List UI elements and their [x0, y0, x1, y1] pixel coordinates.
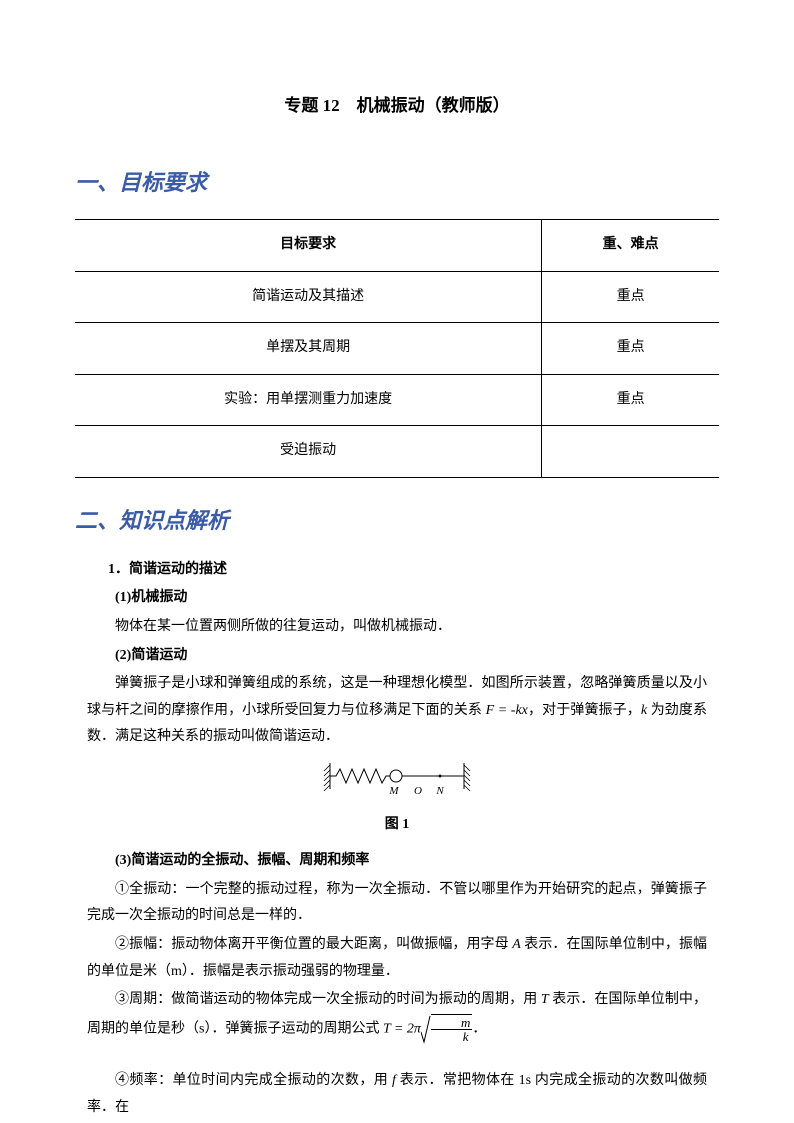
- cell-difficulty: 重点: [542, 323, 719, 375]
- var-a: A: [512, 937, 521, 952]
- cell-objective: 单摆及其周期: [75, 323, 542, 375]
- header-difficulty: 重、难点: [542, 220, 719, 272]
- p3-text-c: ．: [472, 1021, 486, 1036]
- var-t: T: [541, 992, 549, 1007]
- frac-den: k: [433, 1030, 471, 1044]
- cell-difficulty: 重点: [542, 271, 719, 323]
- item1-title: 1．简谐运动的描述: [87, 557, 707, 584]
- section1-heading: 一、目标要求: [75, 162, 719, 204]
- cell-objective: 受迫振动: [75, 426, 542, 478]
- spacer: [87, 1046, 707, 1068]
- label-m: M: [388, 785, 399, 795]
- label-o: O: [414, 785, 422, 795]
- para-period: ③周期：做简谐运动的物体完成一次全振动的时间为振动的周期，用 T 表示．在国际单…: [87, 987, 707, 1044]
- section2-heading: 二、知识点解析: [75, 500, 719, 542]
- figure-1: M O N: [87, 761, 707, 806]
- cell-difficulty: [542, 426, 719, 478]
- sub3-title: (3)简谐运动的全振动、振幅、周期和频率: [87, 848, 707, 875]
- sub2-title: (2)简谐运动: [87, 643, 707, 670]
- cell-objective: 简谐运动及其描述: [75, 271, 542, 323]
- objectives-table: 目标要求 重、难点 简谐运动及其描述 重点 单摆及其周期 重点 实验：用单摆测重…: [75, 219, 719, 478]
- p3-text-a: ③周期：做简谐运动的物体完成一次全振动的时间为振动的周期，用: [115, 992, 541, 1007]
- sub1-title: (1)机械振动: [87, 585, 707, 612]
- p2-text-a: ②振幅：振动物体离开平衡位置的最大距离，叫做振幅，用字母: [115, 937, 512, 952]
- p4-text-a: ④频率：单位时间内完成全振动的次数，用: [115, 1073, 392, 1088]
- table-row: 实验：用单摆测重力加速度 重点: [75, 374, 719, 426]
- formula-period-sqrt: m k: [421, 1014, 472, 1044]
- header-objective: 目标要求: [75, 220, 542, 272]
- spring-oscillator-icon: M O N: [322, 761, 472, 795]
- para-frequency: ④频率：单位时间内完成全振动的次数，用 f 表示．常把物体在 1s 内完成全振动…: [87, 1068, 707, 1121]
- fraction-m-over-k: m k: [431, 1014, 472, 1044]
- sqrt-icon: [421, 1014, 431, 1044]
- frac-num: m: [431, 1016, 472, 1031]
- document-title: 专题 12 机械振动（教师版）: [75, 90, 719, 122]
- sub2-text-b: ，对于弹簧振子，: [528, 703, 641, 718]
- sub2-body: 弹簧振子是小球和弹簧组成的系统，这是一种理想化模型．如图所示装置，忽略弹簧质量以…: [87, 671, 707, 751]
- formula-f-kx: F = -kx: [486, 703, 528, 718]
- label-n: N: [435, 785, 444, 795]
- sub1-body: 物体在某一位置两侧所做的往复运动，叫做机械振动．: [87, 614, 707, 641]
- table-row: 简谐运动及其描述 重点: [75, 271, 719, 323]
- table-row: 单摆及其周期 重点: [75, 323, 719, 375]
- cell-difficulty: 重点: [542, 374, 719, 426]
- table-header-row: 目标要求 重、难点: [75, 220, 719, 272]
- para-full-oscillation: ①全振动：一个完整的振动过程，称为一次全振动．不管以哪里作为开始研究的起点，弹簧…: [87, 877, 707, 930]
- figure-caption: 图 1: [87, 812, 707, 839]
- formula-period-lhs: T = 2π: [383, 1021, 421, 1036]
- para-amplitude: ②振幅：振动物体离开平衡位置的最大距离，叫做振幅，用字母 A 表示．在国际单位制…: [87, 932, 707, 985]
- table-row: 受迫振动: [75, 426, 719, 478]
- content-block: 1．简谐运动的描述 (1)机械振动 物体在某一位置两侧所做的往复运动，叫做机械振…: [75, 557, 719, 1121]
- cell-objective: 实验：用单摆测重力加速度: [75, 374, 542, 426]
